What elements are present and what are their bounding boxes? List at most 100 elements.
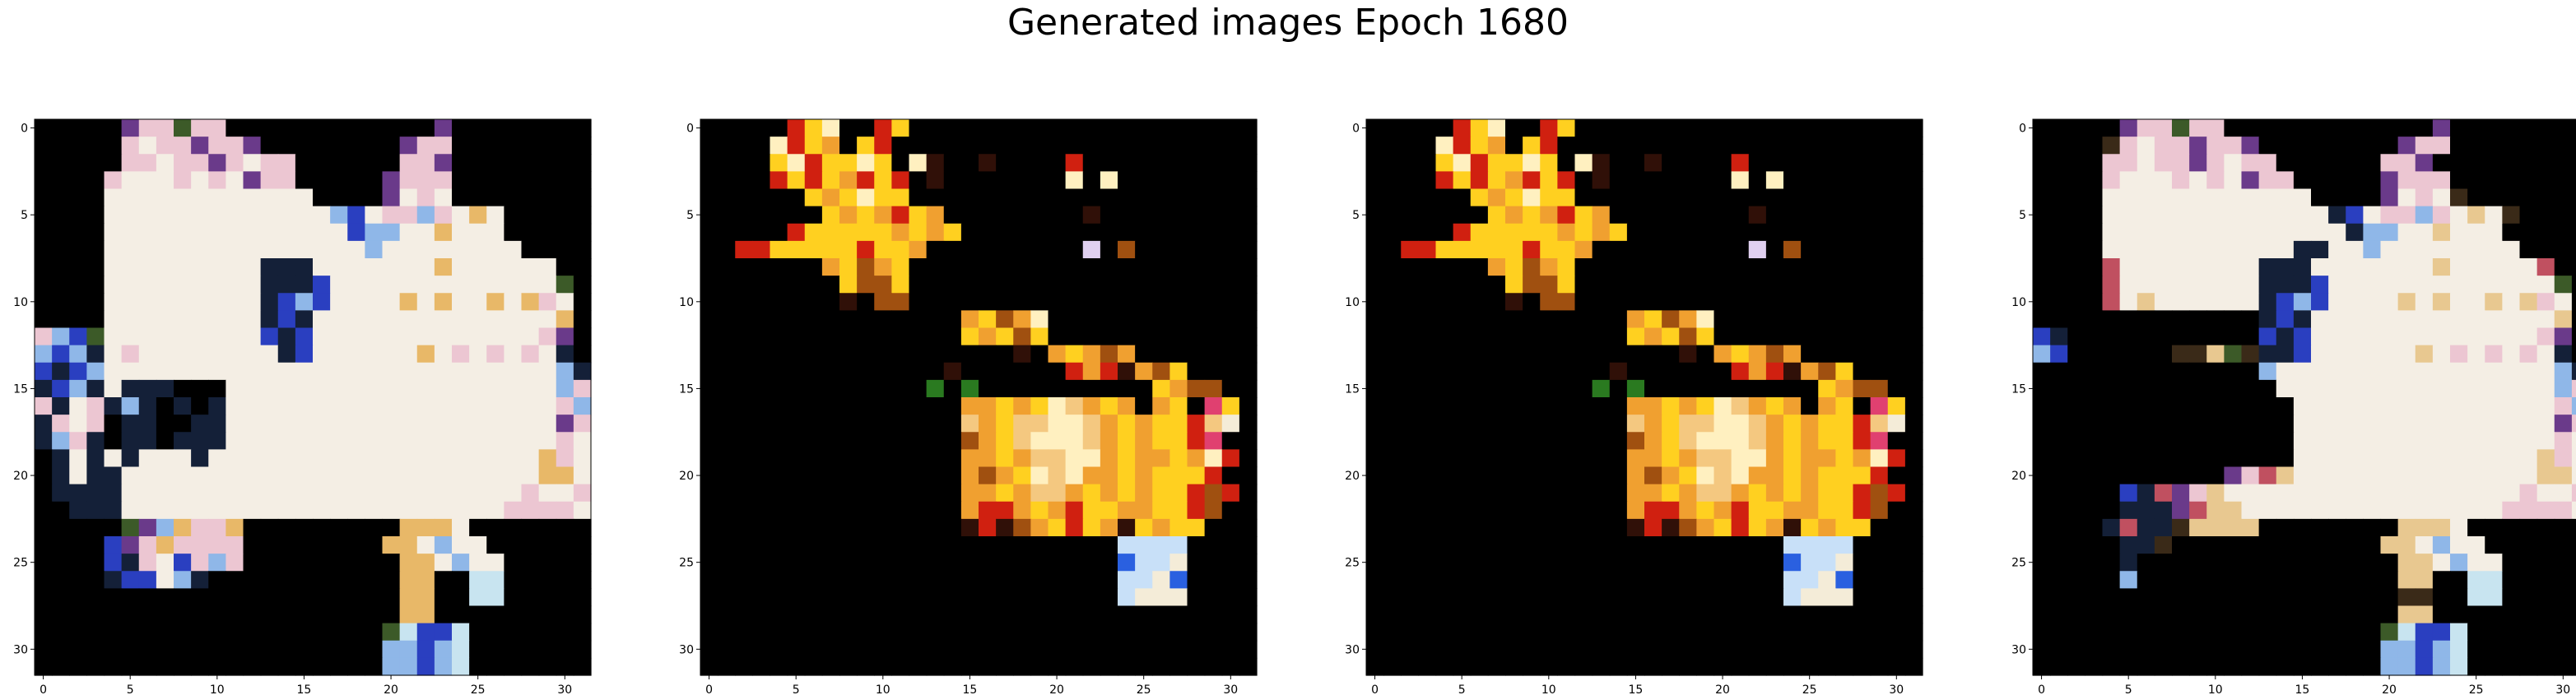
x-tick-label: 5 xyxy=(2125,683,2132,695)
pixel-cell xyxy=(926,432,945,450)
pixel-cell xyxy=(208,293,226,311)
pixel-cell xyxy=(2293,276,2312,294)
pixel-cell xyxy=(243,397,262,415)
pixel-cell xyxy=(1487,293,1506,311)
pixel-cell xyxy=(1626,327,1645,346)
pixel-cell xyxy=(35,605,53,624)
pixel-cell xyxy=(2485,223,2503,242)
pixel-cell xyxy=(1592,605,1611,624)
pixel-cell xyxy=(1187,415,1206,433)
pixel-cell xyxy=(1731,536,1750,554)
pixel-cell xyxy=(2172,240,2190,259)
pixel-cell xyxy=(1765,588,1784,607)
pixel-cell xyxy=(52,276,70,294)
pixel-cell xyxy=(2172,293,2190,311)
pixel-cell xyxy=(226,449,244,468)
pixel-cell xyxy=(891,206,910,225)
pixel-cell xyxy=(1152,484,1170,503)
pixel-cell xyxy=(1453,605,1472,624)
pixel-cell xyxy=(2346,276,2364,294)
pixel-cell xyxy=(86,518,105,537)
pixel-cell xyxy=(2189,571,2207,589)
pixel-cell xyxy=(2137,137,2155,155)
pixel-cell xyxy=(1679,554,1697,572)
pixel-cell xyxy=(2119,240,2138,259)
pixel-cell xyxy=(1870,397,1889,415)
pixel-cell xyxy=(2258,623,2277,642)
y-tick-label: 25 xyxy=(2011,557,2026,570)
pixel-cell xyxy=(2502,518,2521,537)
x-tick-label: 30 xyxy=(1889,683,1904,695)
pixel-cell xyxy=(1713,223,1732,242)
pixel-cell xyxy=(1239,345,1258,364)
pixel-cell xyxy=(1401,310,1419,329)
pixel-cell xyxy=(2485,397,2503,415)
pixel-cell xyxy=(1435,397,1454,415)
pixel-cell xyxy=(1013,640,1031,659)
pixel-cell xyxy=(2241,571,2260,589)
pixel-cell xyxy=(469,518,487,537)
pixel-cell xyxy=(1204,571,1223,589)
pixel-cell xyxy=(1135,640,1153,659)
pixel-cell xyxy=(260,501,279,520)
pixel-cell xyxy=(2172,397,2190,415)
pixel-cell xyxy=(138,501,157,520)
pixel-cell xyxy=(208,171,226,190)
pixel-cell xyxy=(2554,276,2573,294)
pixel-cell xyxy=(2415,362,2434,381)
pixel-cell xyxy=(469,484,487,503)
pixel-cell xyxy=(2172,501,2190,520)
pixel-cell xyxy=(1801,432,1819,450)
pixel-cell xyxy=(1713,623,1732,642)
pixel-cell xyxy=(1487,484,1506,503)
pixel-cell xyxy=(1366,171,1384,190)
pixel-cell xyxy=(556,501,574,520)
pixel-cell xyxy=(2119,362,2138,381)
pixel-cell xyxy=(416,327,435,346)
pixel-cell xyxy=(486,310,505,329)
pixel-cell xyxy=(1801,657,1819,676)
pixel-cell xyxy=(1835,258,1854,276)
pixel-cell xyxy=(1574,293,1593,311)
pixel-cell xyxy=(1239,379,1258,398)
pixel-cell xyxy=(1030,154,1049,172)
pixel-cell xyxy=(2346,154,2364,172)
pixel-cell xyxy=(1713,554,1732,572)
pixel-cell xyxy=(521,223,540,242)
pixel-cell xyxy=(1887,466,1906,485)
pixel-cell xyxy=(452,119,470,137)
pixel-cell xyxy=(2571,327,2576,346)
x-tick-label: 15 xyxy=(1629,683,1644,695)
pixel-cell xyxy=(295,276,314,294)
pixel-cell xyxy=(1731,362,1750,381)
x-tick-label: 25 xyxy=(2469,683,2484,695)
pixel-cell xyxy=(2189,137,2207,155)
pixel-cell xyxy=(943,345,962,364)
pixel-cell xyxy=(1401,466,1419,485)
pixel-cell xyxy=(2119,379,2138,398)
pixel-cell xyxy=(191,501,209,520)
pixel-cell xyxy=(752,484,771,503)
pixel-cell xyxy=(2154,258,2173,276)
pixel-cell xyxy=(2067,137,2085,155)
pixel-cell xyxy=(891,536,910,554)
pixel-cell xyxy=(1557,206,1576,225)
pixel-cell xyxy=(1801,588,1819,607)
pixel-cell xyxy=(804,171,823,190)
pixel-cell xyxy=(960,137,979,155)
pixel-cell xyxy=(469,223,487,242)
pixel-cell xyxy=(469,188,487,207)
pixel-cell xyxy=(2485,484,2503,503)
pixel-cell xyxy=(1540,484,1558,503)
pixel-cell xyxy=(1783,310,1802,329)
pixel-cell xyxy=(960,206,979,225)
pixel-cell xyxy=(226,240,244,259)
pixel-cell xyxy=(1435,362,1454,381)
pixel-cell xyxy=(416,554,435,572)
pixel-cell xyxy=(277,657,296,676)
pixel-cell xyxy=(718,310,736,329)
pixel-cell xyxy=(2467,484,2485,503)
pixel-cell xyxy=(1187,501,1206,520)
pixel-cell xyxy=(2380,171,2399,190)
pixel-cell xyxy=(1418,345,1437,364)
